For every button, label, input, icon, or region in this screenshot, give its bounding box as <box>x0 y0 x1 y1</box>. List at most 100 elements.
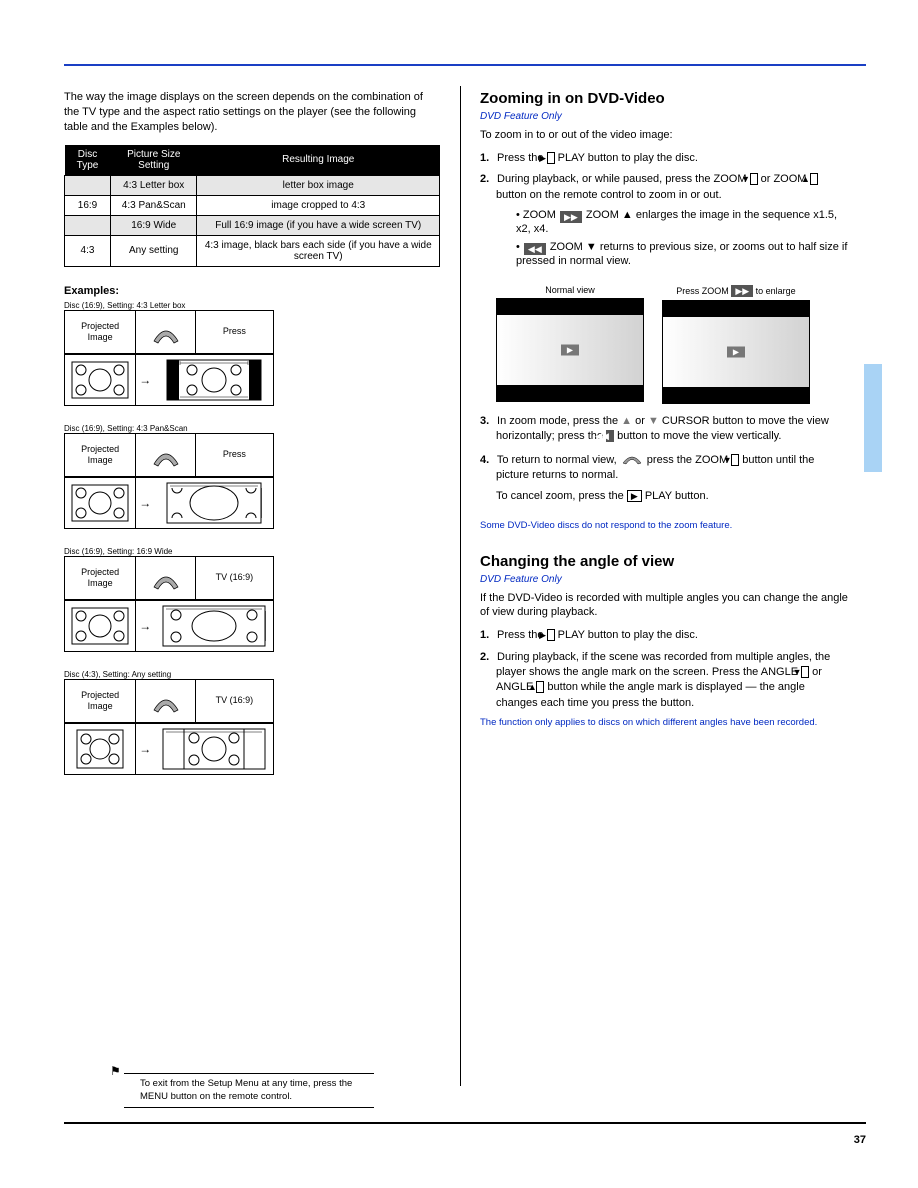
zoom-step-1: 1. Press the ▶ PLAY button to play the d… <box>480 151 848 166</box>
diagram-row: → <box>64 477 274 529</box>
side-tab <box>864 364 882 472</box>
diagram-label: Projected Image <box>68 690 132 712</box>
zoom-intro: To zoom in to or out of the video image: <box>480 128 848 143</box>
remote-icon <box>136 680 195 722</box>
zoom-down-button-icon: ▼ <box>731 454 739 466</box>
diagram-projected-label: Projected Image <box>65 311 136 353</box>
diagram-label: TV (16:9) <box>216 695 254 706</box>
diagram-row: Projected Image TV (16:9) <box>64 556 274 600</box>
result-image-icon <box>154 478 273 528</box>
zoom-step-2: 2. During playback, or while paused, pre… <box>480 172 848 203</box>
td: Full 16:9 image (if you have a wide scre… <box>197 215 440 235</box>
diagram-title: Disc (4:3), Setting: Any setting <box>64 670 440 679</box>
angle-step-2: 2. During playback, if the scene was rec… <box>480 650 848 712</box>
thumb-caption: Normal view <box>545 285 595 295</box>
th-disc-type: Disc Type <box>65 145 111 176</box>
th-result: Resulting Image <box>197 145 440 176</box>
angle-up-button-icon: ▲ <box>536 681 544 693</box>
diagram-title: Disc (16:9), Setting: 4:3 Pan&Scan <box>64 424 440 433</box>
td: 4:3 Letter box <box>111 175 197 195</box>
intro-paragraph: The way the image displays on the screen… <box>64 90 440 135</box>
td: letter box image <box>197 175 440 195</box>
thumb-image: ▶ <box>662 300 810 404</box>
remote-icon <box>136 557 195 599</box>
column-divider <box>460 86 461 1086</box>
remote-icon <box>136 434 195 476</box>
remote-mini-icon <box>621 451 643 465</box>
diagram-label: Projected Image <box>68 444 132 466</box>
diagram-row: Projected Image Press <box>64 310 274 354</box>
result-image-icon <box>154 355 273 405</box>
play-overlay-icon: ▶ <box>727 347 745 358</box>
td: 4:3 <box>65 235 111 266</box>
diagram-row: → <box>64 723 274 775</box>
table-row: 16:9 4:3 Pan&Scan image cropped to 4:3 <box>65 195 440 215</box>
diagram-row: Projected Image TV (16:9) <box>64 679 274 723</box>
dvd-feature-note: DVD Feature Only <box>480 574 848 585</box>
td: image cropped to 4:3 <box>197 195 440 215</box>
left-column: The way the image displays on the screen… <box>64 90 440 793</box>
table-head: Disc Type Picture Size Setting Resulting… <box>65 145 440 176</box>
source-image-icon <box>65 601 136 651</box>
play-button-icon: ▶ <box>547 152 555 164</box>
zoom-thumbnails: Normal view ▶ Press ZOOM ▶▶ to enlarge ▶ <box>496 285 848 404</box>
diagram-title: Disc (16:9), Setting: 16:9 Wide <box>64 547 440 556</box>
arrow-icon: → <box>136 355 154 405</box>
td: 4:3 Pan&Scan <box>111 195 197 215</box>
diagram-row: → <box>64 600 274 652</box>
zoom-cancel-note: To cancel zoom, press the ▶ PLAY button. <box>496 490 848 502</box>
th-setting: Picture Size Setting <box>111 145 197 176</box>
zoom-heading: Zooming in on DVD-Video <box>480 90 848 107</box>
zoom-down-note: • ◀◀ ZOOM ▼ returns to previous size, or… <box>516 241 848 267</box>
play-button-icon: ▶ <box>547 629 555 641</box>
thumb-caption: Press ZOOM ▶▶ to enlarge <box>676 285 795 297</box>
zoom-step-4: 4. To return to normal view, press the Z… <box>480 451 848 484</box>
table-row: 4:3 Letter box letter box image <box>65 175 440 195</box>
thumb-normal: Normal view ▶ <box>496 285 644 404</box>
zoom-footnote: Some DVD-Video discs do not respond to t… <box>480 520 848 531</box>
zoom-step-3: 3. In zoom mode, press the ▲ or ▼ CURSOR… <box>480 414 848 445</box>
td: 16:9 <box>65 195 111 215</box>
diagram-row: Projected Image Press <box>64 433 274 477</box>
td: 4:3 image, black bars each side (if you … <box>197 235 440 266</box>
diagram-title: Disc (16:9), Setting: 4:3 Letter box <box>64 301 440 310</box>
angle-para: If the DVD-Video is recorded with multip… <box>480 591 848 621</box>
result-image-icon <box>154 601 273 651</box>
source-image-icon <box>65 724 136 774</box>
source-image-icon <box>65 478 136 528</box>
source-image-icon <box>65 355 136 405</box>
td <box>65 215 111 235</box>
result-image-icon <box>154 724 273 774</box>
zoom-up-note: • ZOOM ▶▶ ZOOM ▲ enlarges the image in t… <box>516 209 848 235</box>
table-row: 16:9 Wide Full 16:9 image (if you have a… <box>65 215 440 235</box>
thumb-zoomed: Press ZOOM ▶▶ to enlarge ▶ <box>662 285 810 404</box>
footer-tip-box: ⚑ To exit from the Setup Menu at any tim… <box>124 1073 374 1108</box>
diagram-label: Press <box>223 449 246 460</box>
play-button-icon: ▶ <box>627 490 642 502</box>
dvd-feature-note: DVD Feature Only <box>480 111 848 122</box>
angle-footnote: The function only applies to discs on wh… <box>480 717 848 728</box>
angle-step-1: 1. Press the ▶ PLAY button to play the d… <box>480 628 848 643</box>
diagram-label: Projected Image <box>68 567 132 589</box>
diagram-letterbox: Disc (16:9), Setting: 4:3 Letter box Pro… <box>64 301 440 406</box>
angle-heading: Changing the angle of view <box>480 553 848 570</box>
td <box>65 175 111 195</box>
arrow-icon: → <box>136 478 154 528</box>
angle-down-button-icon: ▼ <box>801 666 809 678</box>
bottom-rule <box>64 1122 866 1124</box>
arrow-icon: → <box>136 724 154 774</box>
table-row: 4:3 Any setting 4:3 image, black bars ea… <box>65 235 440 266</box>
rew-button-icon: ◀◀ <box>606 430 614 442</box>
aspect-ratio-table: Disc Type Picture Size Setting Resulting… <box>64 145 440 267</box>
diagram-label: TV (16:9) <box>216 572 254 583</box>
table-body: 4:3 Letter box letter box image 16:9 4:3… <box>65 175 440 266</box>
fwd-button-icon: ▶▶ <box>560 211 582 223</box>
play-overlay-icon: ▶ <box>561 345 579 356</box>
diagram-row: → <box>64 354 274 406</box>
diagram-wide: Disc (16:9), Setting: 16:9 Wide Projecte… <box>64 547 440 652</box>
flag-icon: ⚑ <box>110 1064 121 1080</box>
diagram-panscan: Disc (16:9), Setting: 4:3 Pan&Scan Proje… <box>64 424 440 529</box>
thumb-image: ▶ <box>496 298 644 402</box>
right-column: Zooming in on DVD-Video DVD Feature Only… <box>480 90 848 728</box>
zoom-up-button-icon: ▲ <box>810 173 818 185</box>
